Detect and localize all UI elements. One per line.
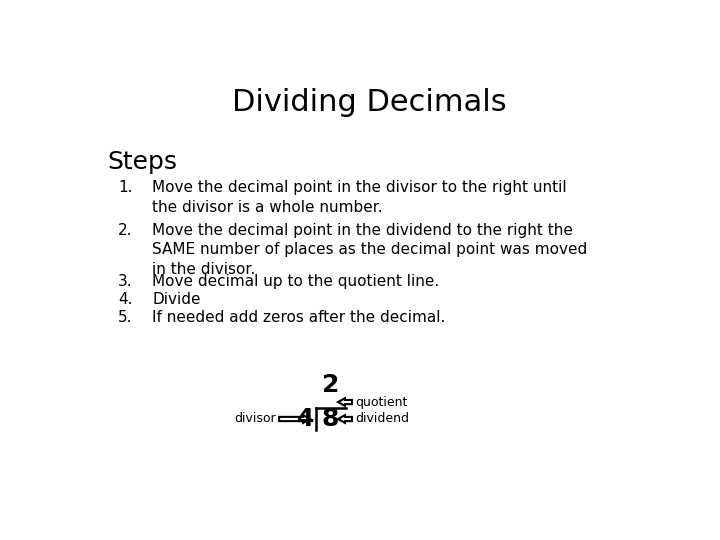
Text: quotient: quotient (355, 396, 408, 409)
Text: dividend: dividend (355, 413, 409, 426)
Text: divisor: divisor (235, 413, 276, 426)
Text: 1.: 1. (118, 180, 132, 195)
Text: 5.: 5. (118, 309, 132, 325)
Text: Move the decimal point in the dividend to the right the
SAME number of places as: Move the decimal point in the dividend t… (152, 222, 588, 277)
Text: 2: 2 (322, 374, 339, 397)
Text: Divide: Divide (152, 292, 200, 307)
Text: Dividing Decimals: Dividing Decimals (232, 88, 506, 117)
Text: 4: 4 (297, 407, 315, 431)
Text: If needed add zeros after the decimal.: If needed add zeros after the decimal. (152, 309, 446, 325)
Text: 8: 8 (322, 407, 339, 431)
Text: Move the decimal point in the divisor to the right until
the divisor is a whole : Move the decimal point in the divisor to… (152, 180, 567, 215)
Text: 2.: 2. (118, 222, 132, 238)
Text: Move decimal up to the quotient line.: Move decimal up to the quotient line. (152, 274, 439, 289)
Text: Steps: Steps (107, 150, 177, 173)
Text: 4.: 4. (118, 292, 132, 307)
Text: 3.: 3. (118, 274, 132, 289)
